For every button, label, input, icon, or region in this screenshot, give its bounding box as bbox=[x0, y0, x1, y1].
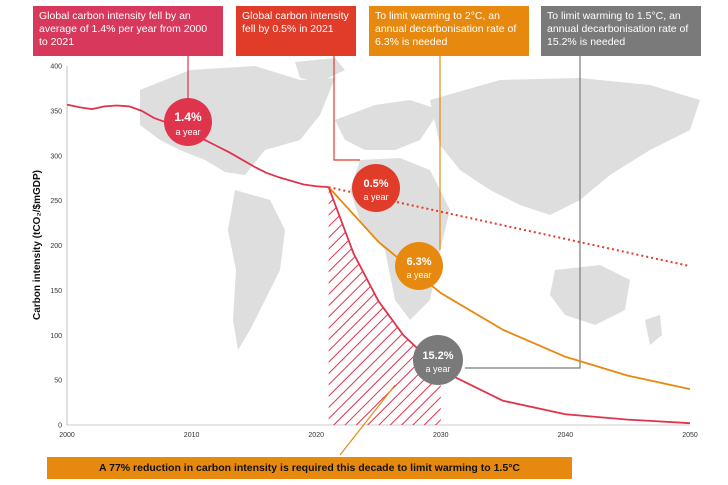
bubble-value: 15.2% bbox=[422, 350, 453, 362]
callout-2-degrees: To limit warming to 2°C, an annual decar… bbox=[369, 6, 529, 56]
bubble-6-3: 6.3% a year bbox=[395, 242, 443, 290]
bubble-value: 0.5% bbox=[363, 178, 388, 190]
y-tick-label: 50 bbox=[54, 378, 62, 385]
bubble-15-2: 15.2% a year bbox=[413, 335, 463, 385]
hatched-reduction-region bbox=[328, 187, 441, 425]
x-tick-label: 2050 bbox=[682, 432, 698, 439]
bubble-sub: a year bbox=[363, 192, 388, 202]
series-line-2 bbox=[327, 186, 691, 390]
callout-0-5-percent: Global carbon intensity fell by 0.5% in … bbox=[236, 6, 356, 56]
y-tick-label: 100 bbox=[50, 333, 62, 340]
bubble-1-4: 1.4% a year bbox=[164, 98, 212, 146]
y-tick-label: 200 bbox=[50, 243, 62, 250]
x-tick-label: 2020 bbox=[308, 432, 324, 439]
y-tick-label: 150 bbox=[50, 288, 62, 295]
y-tick-label: 400 bbox=[50, 64, 62, 71]
bubble-circle bbox=[413, 335, 463, 385]
bubble-value: 6.3% bbox=[406, 256, 431, 268]
world-map-background bbox=[140, 58, 700, 350]
bubble-circle bbox=[164, 98, 212, 146]
callout-1-5-degrees: To limit warming to 1.5°C, an annual dec… bbox=[541, 6, 701, 56]
x-tick-label: 2010 bbox=[184, 432, 200, 439]
bubble-circle bbox=[395, 242, 443, 290]
bubble-circle bbox=[352, 164, 400, 212]
bubble-sub: a year bbox=[175, 127, 200, 137]
x-tick-label: 2000 bbox=[59, 432, 75, 439]
callout-1-4-percent: Global carbon intensity fell by an avera… bbox=[33, 6, 223, 56]
x-tick-label: 2030 bbox=[433, 432, 449, 439]
bubble-value: 1.4% bbox=[174, 110, 202, 124]
bubble-0-5: 0.5% a year bbox=[352, 164, 400, 212]
y-tick-label: 300 bbox=[50, 153, 62, 160]
y-axis-label: Carbon intensity (tCO₂/$mGDP) bbox=[32, 170, 43, 320]
y-tick-label: 0 bbox=[58, 423, 62, 430]
callout-connectors bbox=[187, 56, 581, 456]
x-tick-label: 2040 bbox=[558, 432, 574, 439]
bubble-sub: a year bbox=[425, 364, 450, 374]
y-tick-label: 250 bbox=[50, 198, 62, 205]
reduction-banner: A 77% reduction in carbon intensity is r… bbox=[47, 457, 572, 479]
bubble-sub: a year bbox=[406, 270, 431, 280]
y-tick-label: 350 bbox=[50, 108, 62, 115]
